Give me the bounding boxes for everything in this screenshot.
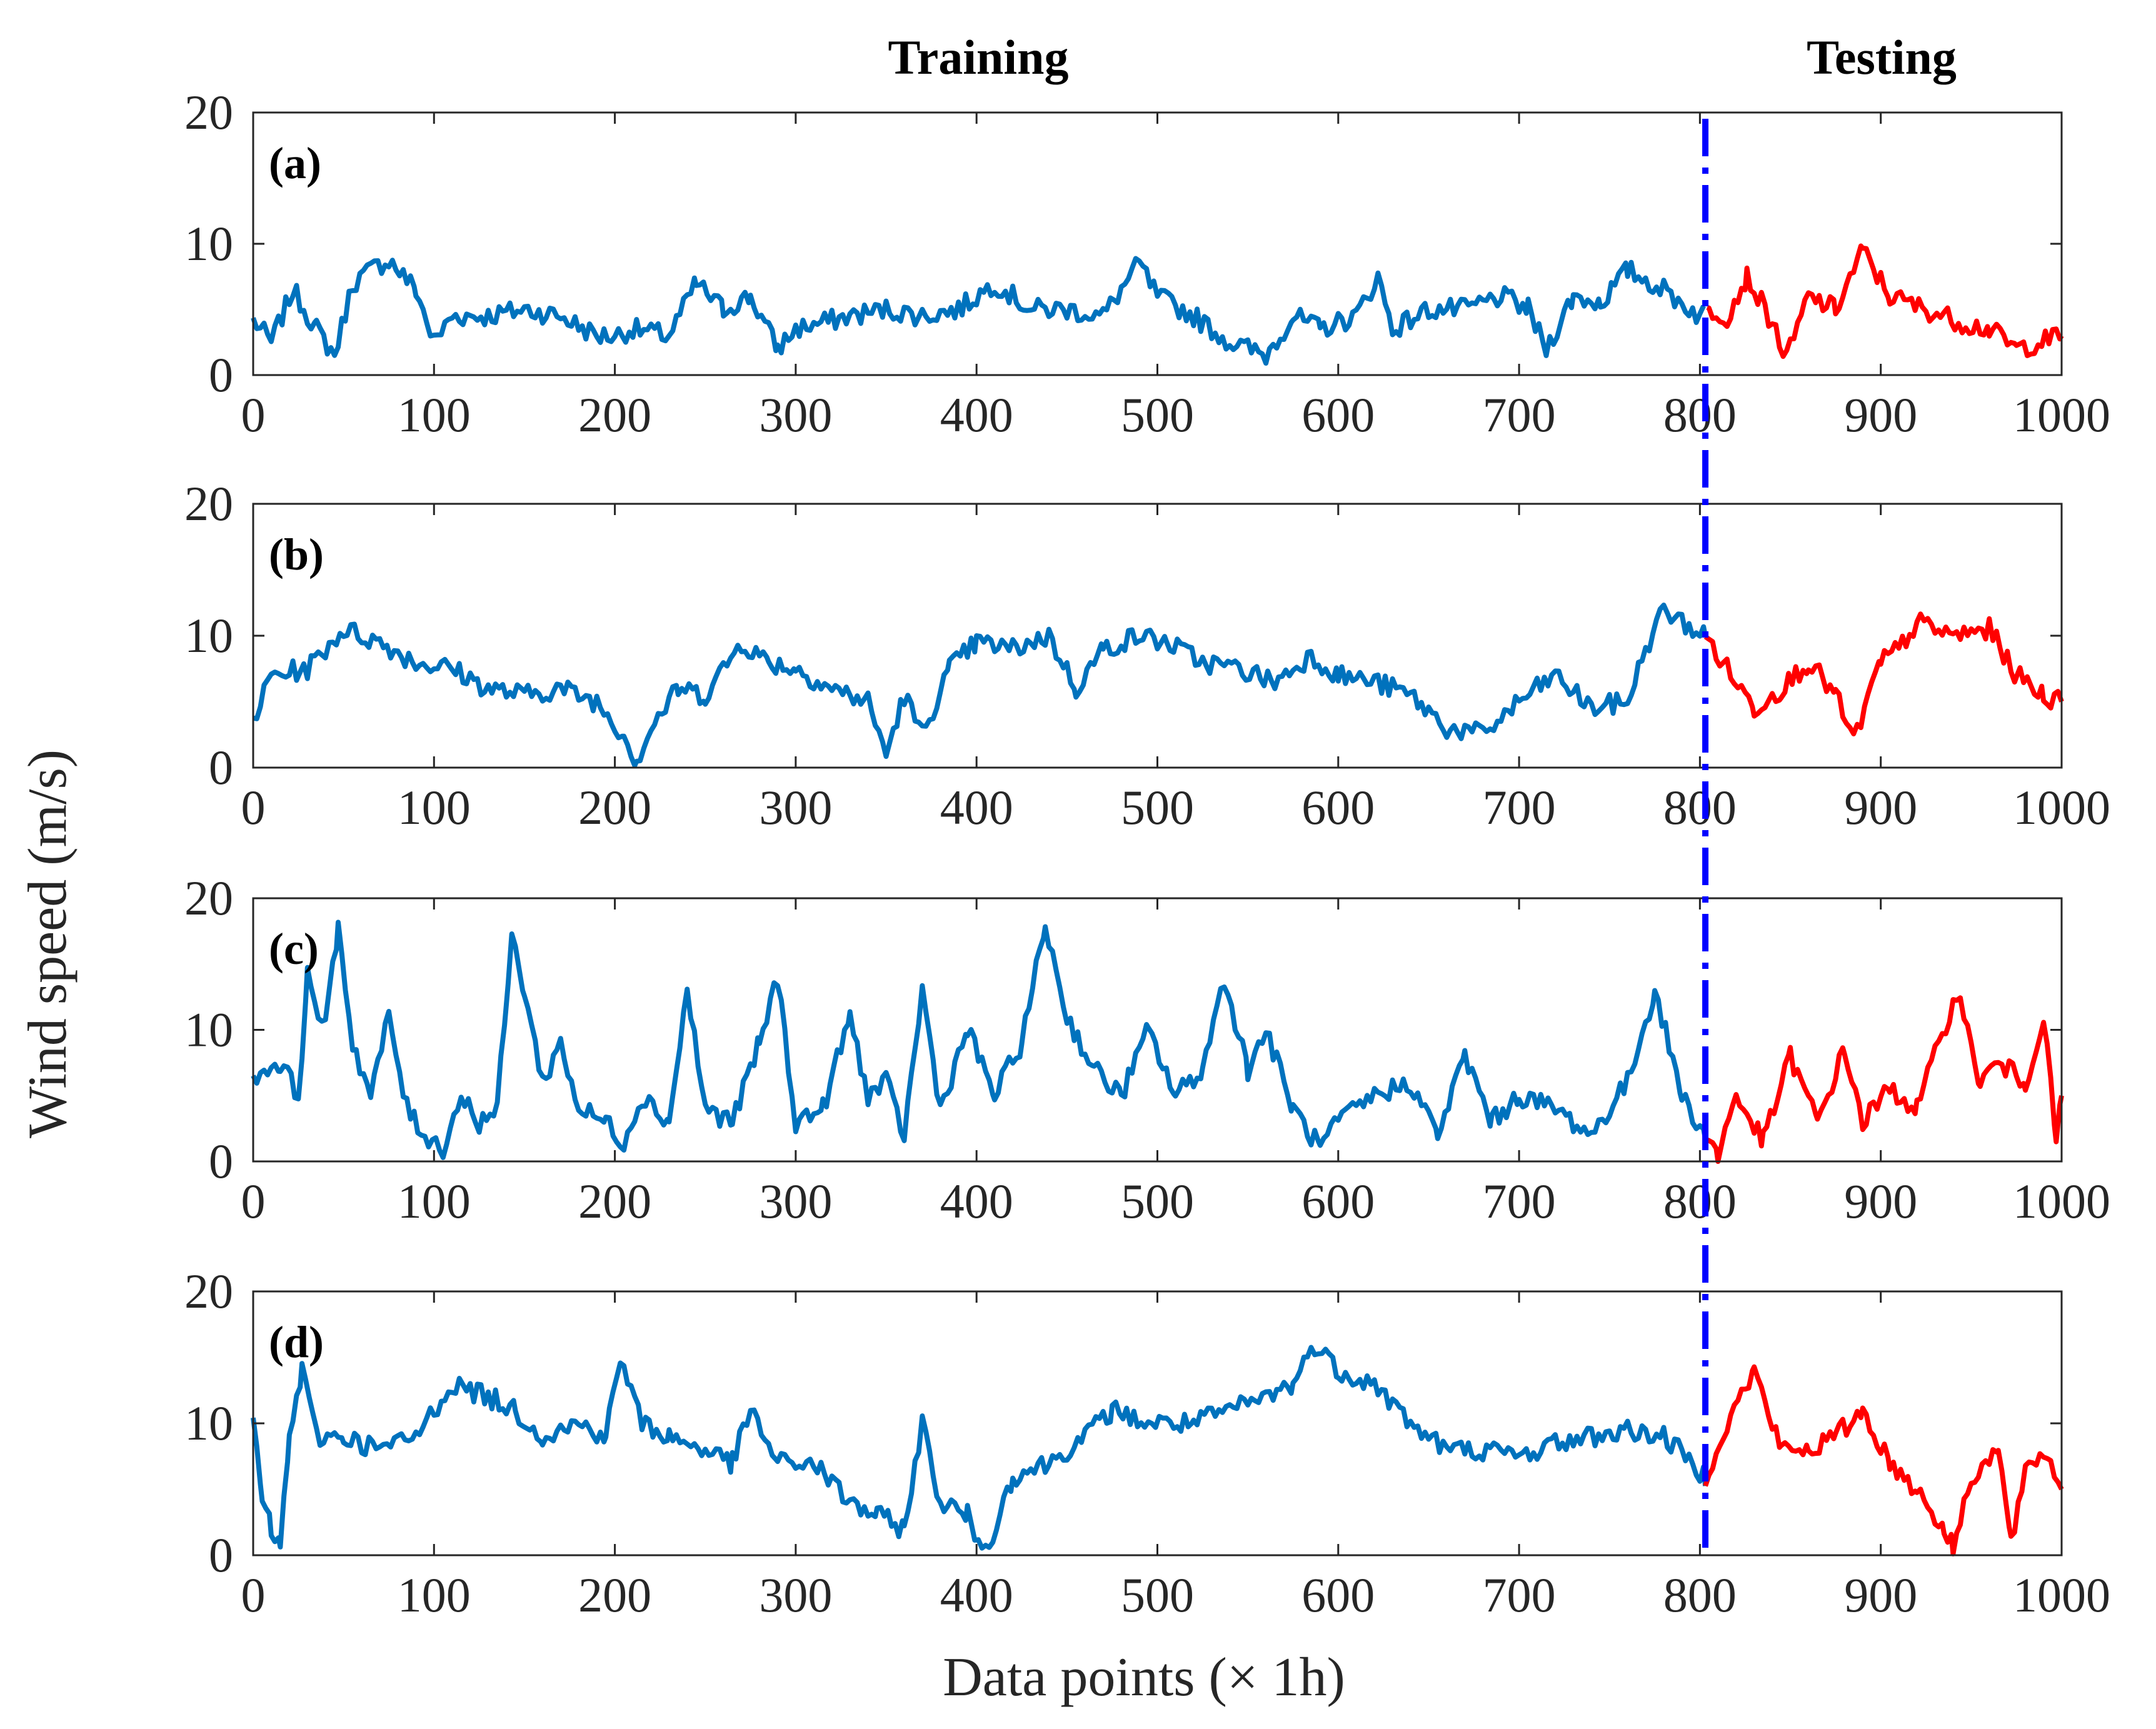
x-tick-label-3-3: 300	[759, 1568, 832, 1622]
testing-series-line-0	[1706, 243, 2064, 359]
y-tick-label-2-1: 10	[184, 1003, 233, 1057]
x-tick-label-1-7: 700	[1483, 780, 1556, 834]
y-tick-label-0-2: 20	[184, 85, 233, 139]
x-tick-label-3-10: 1000	[2013, 1568, 2110, 1622]
x-tick-label-2-10: 1000	[2013, 1174, 2110, 1228]
axes-frame-2	[252, 897, 2063, 1163]
y-axis-title: Wind speed (m/s)	[18, 749, 78, 1138]
x-tick-label-2-8: 800	[1663, 1174, 1737, 1228]
panels-group: 0 100 200 300 400 500 600 700 800 900 100001020(a)…	[184, 85, 2110, 1622]
x-tick-label-0-4: 400	[940, 388, 1013, 442]
y-tick-label-1-1: 10	[184, 608, 233, 663]
y-tick-label-2-0: 0	[209, 1134, 233, 1188]
x-tick-label-1-9: 900	[1844, 780, 1917, 834]
x-tick-label-1-2: 200	[578, 780, 651, 834]
y-tick-label-2-2: 20	[184, 871, 233, 925]
x-tick-label-1-3: 300	[759, 780, 832, 834]
x-tick-label-0-7: 700	[1483, 388, 1556, 442]
panel-3: 0 100 200 300 400 500 600 700 800 900 1000 0 10 20 (d)	[184, 1264, 2110, 1622]
y-tick-label-1-2: 20	[184, 476, 233, 531]
training-series-line-1	[253, 603, 1708, 768]
x-tick-label-2-2: 200	[578, 1174, 651, 1228]
x-tick-label-3-7: 700	[1483, 1568, 1556, 1622]
x-tick-label-3-4: 400	[940, 1568, 1013, 1622]
testing-series-line-3	[1703, 1364, 2064, 1556]
testing-section-label: Testing	[1807, 30, 1957, 84]
x-tick-label-0-2: 200	[578, 388, 651, 442]
training-section-label: Training	[888, 30, 1069, 84]
y-tick-label-0-0: 0	[209, 348, 233, 402]
x-tick-label-2-7: 700	[1483, 1174, 1556, 1228]
x-tick-label-3-6: 600	[1301, 1568, 1375, 1622]
x-tick-label-2-6: 600	[1301, 1174, 1375, 1228]
panel-label-0: (a)	[269, 138, 321, 188]
panel-label-2: (c)	[269, 924, 319, 974]
x-tick-label-2-4: 400	[940, 1174, 1013, 1228]
x-tick-label-2-3: 300	[759, 1174, 832, 1228]
y-tick-label-1-0: 0	[209, 740, 233, 794]
testing-series-line-2	[1704, 995, 2064, 1164]
panel-2: 0 100 200 300 400 500 600 700 800 900 1000 0 10 20 (c)	[184, 871, 2110, 1228]
x-tick-label-0-6: 600	[1301, 388, 1375, 442]
x-tick-label-2-1: 100	[398, 1174, 471, 1228]
x-tick-label-1-4: 400	[940, 780, 1013, 834]
x-tick-label-1-1: 100	[398, 780, 471, 834]
training-series-line-3	[251, 1345, 1708, 1551]
x-tick-label-0-0: 0	[241, 388, 266, 442]
x-tick-label-3-0: 0	[241, 1568, 266, 1622]
x-tick-label-1-10: 1000	[2013, 780, 2110, 834]
axes-frame-0	[252, 111, 2063, 376]
panel-0: 0 100 200 300 400 500 600 700 800 900 1000 0 10 20 (a)	[184, 85, 2110, 442]
x-tick-label-0-10: 1000	[2013, 388, 2110, 442]
x-tick-label-3-5: 500	[1121, 1568, 1194, 1622]
x-tick-label-1-8: 800	[1663, 780, 1737, 834]
x-tick-label-3-1: 100	[398, 1568, 471, 1622]
x-tick-label-0-3: 300	[759, 388, 832, 442]
x-tick-label-3-2: 200	[578, 1568, 651, 1622]
x-tick-label-0-1: 100	[398, 388, 471, 442]
x-tick-label-2-5: 500	[1121, 1174, 1194, 1228]
training-series-line-2	[251, 920, 1708, 1160]
y-tick-label-3-1: 10	[184, 1396, 233, 1450]
x-tick-label-3-9: 900	[1844, 1568, 1917, 1622]
training-series-line-0	[251, 256, 1706, 366]
x-tick-label-3-8: 800	[1663, 1568, 1737, 1622]
axes-frame-1	[252, 503, 2063, 769]
x-tick-label-0-8: 800	[1663, 388, 1737, 442]
y-tick-label-3-2: 20	[184, 1264, 233, 1318]
y-tick-label-0-1: 10	[184, 216, 233, 271]
panel-label-1: (b)	[269, 529, 324, 579]
x-tick-label-0-9: 900	[1844, 388, 1917, 442]
x-tick-label-1-6: 600	[1301, 780, 1375, 834]
testing-series-line-1	[1703, 611, 2064, 736]
x-axis-title: Data points (× 1h)	[943, 1647, 1345, 1708]
y-tick-label-3-0: 0	[209, 1528, 233, 1582]
x-tick-label-0-5: 500	[1121, 388, 1194, 442]
x-tick-label-1-5: 500	[1121, 780, 1194, 834]
panel-1: 0 100 200 300 400 500 600 700 800 900 1000 0 10 20 (b)	[184, 476, 2110, 834]
panel-label-3: (d)	[269, 1317, 324, 1367]
x-tick-label-2-0: 0	[241, 1174, 266, 1228]
x-tick-label-2-9: 900	[1844, 1174, 1917, 1228]
x-tick-label-1-0: 0	[241, 780, 266, 834]
